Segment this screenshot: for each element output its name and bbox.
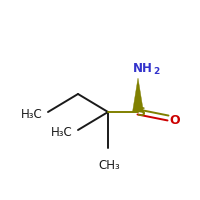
Text: H₃C: H₃C [21,108,43,120]
Text: CH₃: CH₃ [98,159,120,172]
Text: NH: NH [133,62,153,74]
Text: S: S [136,106,146,119]
Polygon shape [132,78,144,112]
Text: H₃C: H₃C [51,127,73,140]
Text: 2: 2 [153,68,159,76]
Text: O: O [170,114,180,127]
